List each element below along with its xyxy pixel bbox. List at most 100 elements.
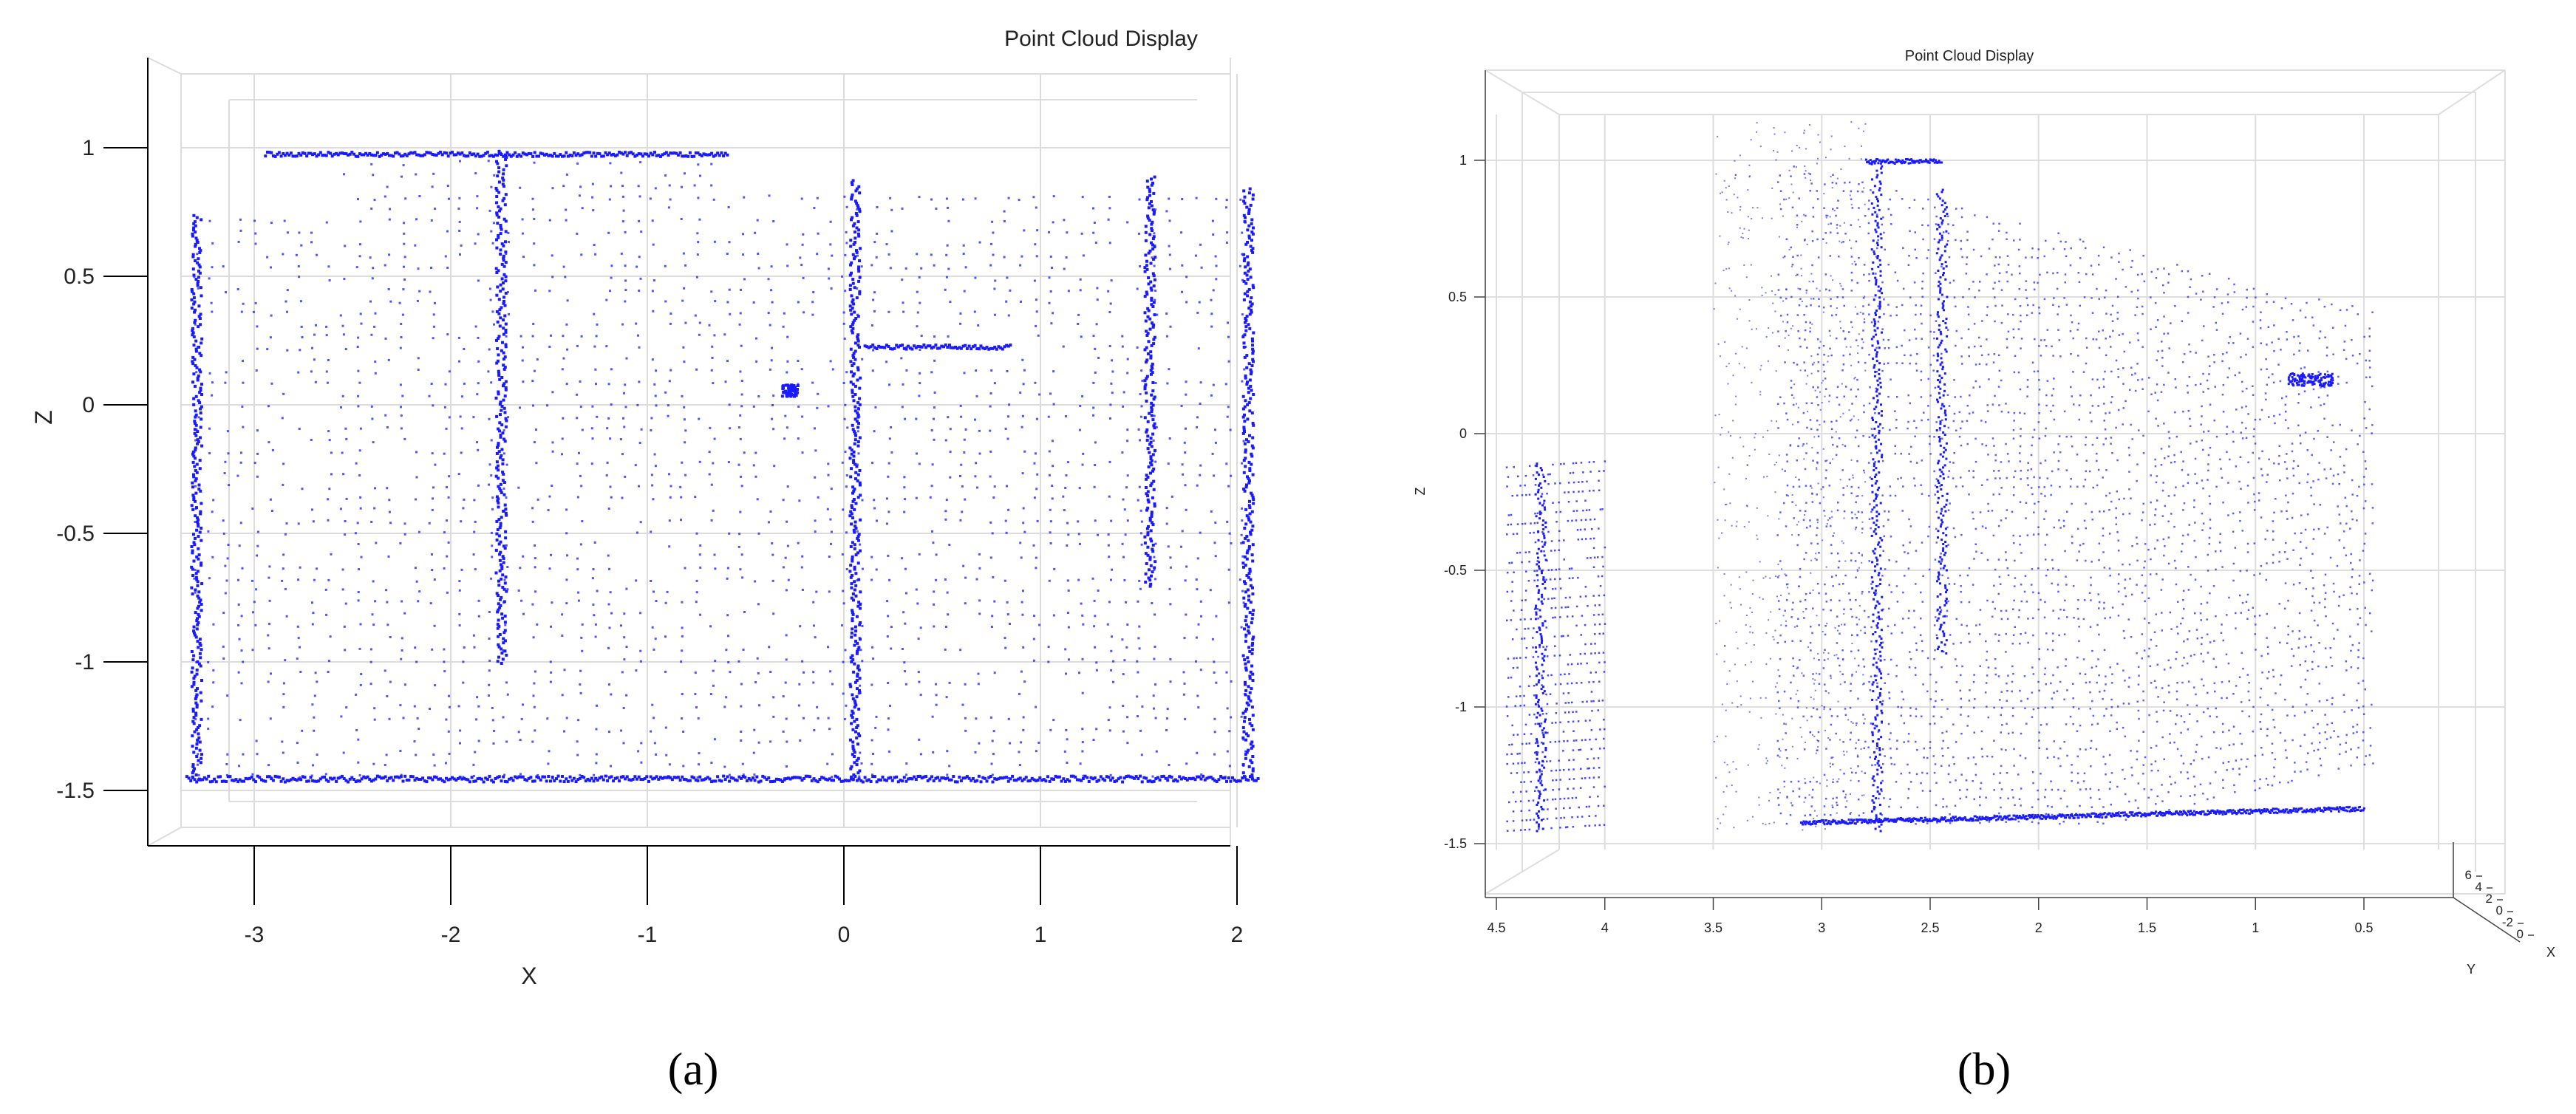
point (1505, 466, 1508, 468)
point (1250, 773, 1254, 776)
point (1033, 462, 1036, 465)
point (919, 694, 922, 697)
point (313, 729, 316, 732)
point (655, 775, 658, 779)
point (1586, 557, 1589, 559)
point (195, 471, 199, 474)
point (1564, 673, 1566, 675)
point (1215, 681, 1218, 684)
point (255, 739, 258, 742)
point (312, 520, 315, 523)
point (551, 485, 553, 487)
point (547, 775, 551, 778)
point (1080, 335, 1083, 338)
point (850, 370, 853, 374)
point (1151, 220, 1154, 224)
point (668, 545, 671, 548)
point (1507, 677, 1510, 679)
point (1598, 623, 1601, 626)
point (709, 693, 712, 695)
point (497, 775, 501, 779)
point (1586, 662, 1588, 665)
point (1122, 405, 1125, 408)
point (497, 443, 500, 447)
point (225, 780, 228, 783)
point (1537, 703, 1539, 706)
point (1243, 257, 1247, 261)
point (1047, 646, 1050, 649)
point (1248, 650, 1252, 653)
point (1067, 533, 1070, 536)
point (1150, 303, 1154, 307)
point (1244, 640, 1247, 643)
point (370, 405, 373, 408)
point (490, 381, 493, 384)
point (1213, 660, 1216, 663)
point (196, 580, 200, 584)
point (1020, 426, 1023, 428)
point (1134, 775, 1138, 779)
point (1020, 670, 1023, 673)
point (991, 773, 994, 776)
point (200, 444, 204, 448)
point (443, 670, 446, 673)
point (856, 641, 859, 645)
point (873, 507, 876, 510)
point (945, 197, 948, 200)
point (713, 553, 716, 556)
point (1603, 824, 1606, 826)
point (638, 256, 641, 259)
point (195, 728, 199, 731)
point (191, 765, 195, 768)
point (310, 774, 313, 777)
point (857, 578, 861, 581)
point (1225, 462, 1228, 465)
point (282, 777, 285, 781)
point (924, 775, 928, 778)
point (948, 765, 951, 768)
point (952, 346, 955, 349)
point (502, 259, 505, 262)
point (509, 154, 513, 158)
point (1140, 543, 1143, 546)
point (994, 313, 996, 316)
point (1250, 454, 1254, 458)
point (856, 561, 860, 565)
point (355, 728, 358, 731)
point (1122, 705, 1125, 707)
point (1022, 590, 1024, 592)
panel-a-points (185, 149, 1260, 784)
point (873, 291, 876, 294)
point (200, 341, 203, 345)
point (1082, 254, 1085, 257)
point (856, 368, 860, 372)
point (372, 623, 375, 626)
point (841, 553, 844, 556)
point (785, 658, 788, 661)
point (497, 335, 501, 338)
point (1246, 241, 1250, 244)
point (606, 779, 610, 782)
point (502, 295, 505, 299)
point (1247, 191, 1251, 195)
point (1215, 264, 1218, 267)
point (1810, 715, 1813, 718)
point (851, 619, 854, 623)
point (1528, 828, 1530, 831)
point (709, 426, 712, 429)
point (1143, 541, 1147, 545)
point (608, 198, 611, 201)
point (1021, 414, 1024, 417)
point (185, 775, 188, 779)
point (1079, 289, 1082, 292)
point (491, 310, 494, 313)
point (920, 345, 924, 349)
point (1063, 219, 1066, 222)
point (1244, 738, 1248, 742)
point (546, 717, 549, 720)
point (533, 441, 536, 444)
point (1173, 778, 1177, 782)
point (1244, 399, 1247, 403)
point (630, 151, 633, 154)
point (1797, 330, 1799, 332)
